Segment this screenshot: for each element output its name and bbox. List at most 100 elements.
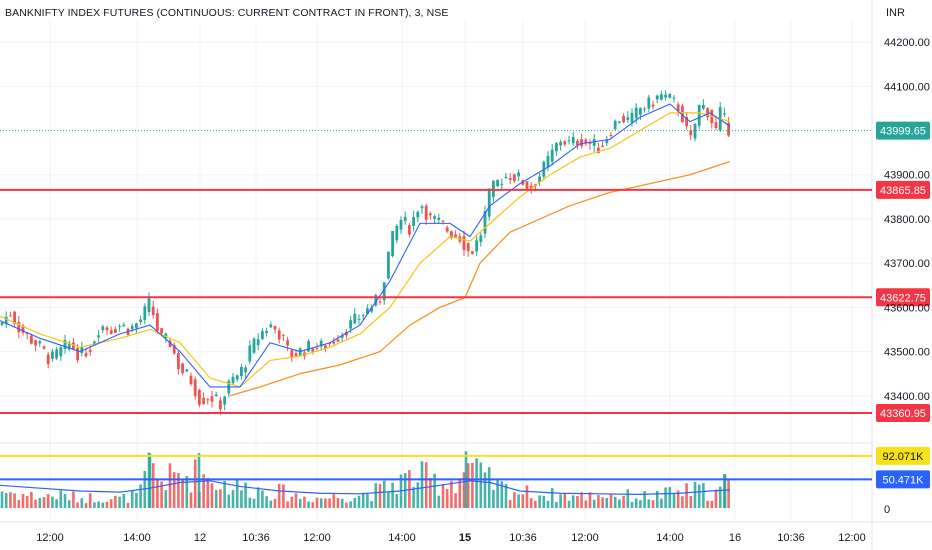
y-tick-label: 44100.00 bbox=[884, 81, 930, 93]
volume-pane bbox=[0, 451, 731, 508]
volume-bar bbox=[689, 496, 693, 508]
candle-body bbox=[563, 141, 567, 145]
candle-body bbox=[630, 112, 634, 123]
volume-bar bbox=[504, 483, 508, 508]
volume-bar bbox=[420, 461, 424, 508]
volume-bar bbox=[51, 496, 54, 508]
horizontal-price-tag bbox=[876, 180, 930, 199]
candle-body bbox=[370, 307, 373, 312]
volume-reference-label: 92.071K bbox=[883, 451, 925, 463]
candle-body bbox=[214, 394, 218, 397]
volume-bar bbox=[450, 480, 453, 508]
volume-bar bbox=[160, 481, 163, 508]
candle-body bbox=[38, 341, 42, 344]
volume-bar bbox=[458, 478, 462, 508]
candle-body bbox=[307, 341, 310, 352]
volume-bar bbox=[319, 498, 323, 508]
volume-reference-label: 50.471K bbox=[883, 474, 925, 486]
candle-body bbox=[9, 315, 12, 317]
candle-body bbox=[172, 344, 176, 354]
x-tick-label: 14:00 bbox=[388, 532, 416, 544]
volume-bar bbox=[93, 502, 96, 508]
volume-bar bbox=[265, 496, 268, 508]
candle-body bbox=[118, 325, 121, 327]
volume-bar bbox=[655, 490, 659, 508]
volume-bar bbox=[496, 478, 499, 508]
volume-bar bbox=[181, 478, 184, 508]
volume-bar bbox=[311, 502, 315, 508]
volume-bar bbox=[17, 500, 21, 508]
candle-body bbox=[727, 122, 730, 136]
volume-bar bbox=[706, 500, 709, 508]
candle-body bbox=[647, 97, 651, 109]
candle-body bbox=[231, 376, 235, 384]
candle-body bbox=[487, 188, 491, 217]
volume-bar bbox=[349, 501, 352, 508]
volume-bar bbox=[567, 500, 571, 508]
volume-bar bbox=[697, 484, 701, 508]
volume-bar bbox=[529, 498, 533, 508]
volume-bar bbox=[361, 492, 365, 508]
volume-bar bbox=[88, 493, 92, 508]
chart-title: BANKNIFTY INDEX FUTURES (CONTINUOUS: CUR… bbox=[5, 7, 449, 19]
volume-bar bbox=[613, 496, 617, 508]
candle-body bbox=[51, 351, 54, 359]
volume-bar bbox=[97, 501, 100, 508]
volume-bar bbox=[382, 480, 386, 508]
candle-body bbox=[210, 396, 214, 402]
candle-body bbox=[399, 219, 403, 230]
x-tick-label: 14:00 bbox=[123, 532, 151, 544]
x-tick-label: 12:00 bbox=[571, 532, 599, 544]
volume-bar bbox=[513, 492, 516, 508]
volume-reference-tag bbox=[876, 470, 930, 489]
candle-body bbox=[286, 340, 289, 346]
volume-bar bbox=[441, 484, 445, 508]
candle-body bbox=[429, 213, 432, 216]
candle-body bbox=[269, 324, 273, 328]
y-tick-label: 43900.00 bbox=[884, 170, 930, 182]
candle-body bbox=[223, 396, 226, 405]
candle-body bbox=[63, 340, 67, 349]
volume-bar bbox=[177, 473, 180, 508]
volume-bar bbox=[0, 491, 4, 508]
volume-bar bbox=[114, 495, 117, 508]
candle-body bbox=[580, 139, 583, 147]
volume-bar bbox=[118, 496, 121, 508]
currency-label: INR bbox=[886, 7, 905, 19]
volume-bar bbox=[702, 483, 705, 508]
volume-bar bbox=[634, 498, 638, 508]
candle-body bbox=[395, 225, 399, 241]
volume-bar bbox=[269, 500, 273, 508]
candle-body bbox=[471, 251, 474, 254]
candle-body bbox=[109, 330, 113, 334]
candle-body bbox=[424, 205, 428, 220]
y-tick-label: 43600.00 bbox=[884, 302, 930, 314]
candle-body bbox=[613, 120, 617, 130]
candle-body bbox=[441, 220, 445, 222]
volume-bar bbox=[492, 489, 495, 508]
volume-bar bbox=[391, 482, 394, 508]
candle-body bbox=[454, 234, 457, 238]
candle-body bbox=[689, 130, 693, 136]
candle-body bbox=[282, 334, 285, 336]
candle-body bbox=[450, 231, 453, 238]
volume-bar bbox=[584, 500, 588, 508]
candle-body bbox=[235, 375, 239, 380]
volume-bar bbox=[647, 499, 651, 508]
candle-body bbox=[403, 216, 407, 221]
y-tick-label: 43800.00 bbox=[884, 214, 930, 226]
volume-bar bbox=[324, 498, 327, 508]
volume-bar bbox=[416, 482, 420, 508]
volume-bar bbox=[307, 501, 310, 508]
volume-bar bbox=[550, 488, 554, 508]
candle-body bbox=[34, 340, 37, 346]
volume-bar bbox=[668, 487, 672, 508]
volume-bar bbox=[571, 495, 575, 508]
volume-bar bbox=[30, 491, 33, 508]
candle-body bbox=[408, 225, 411, 235]
volume-spike bbox=[197, 453, 201, 508]
x-tick-label: 10:36 bbox=[509, 532, 537, 544]
y-tick-label: 43400.00 bbox=[884, 391, 930, 403]
volume-spike bbox=[723, 474, 727, 508]
